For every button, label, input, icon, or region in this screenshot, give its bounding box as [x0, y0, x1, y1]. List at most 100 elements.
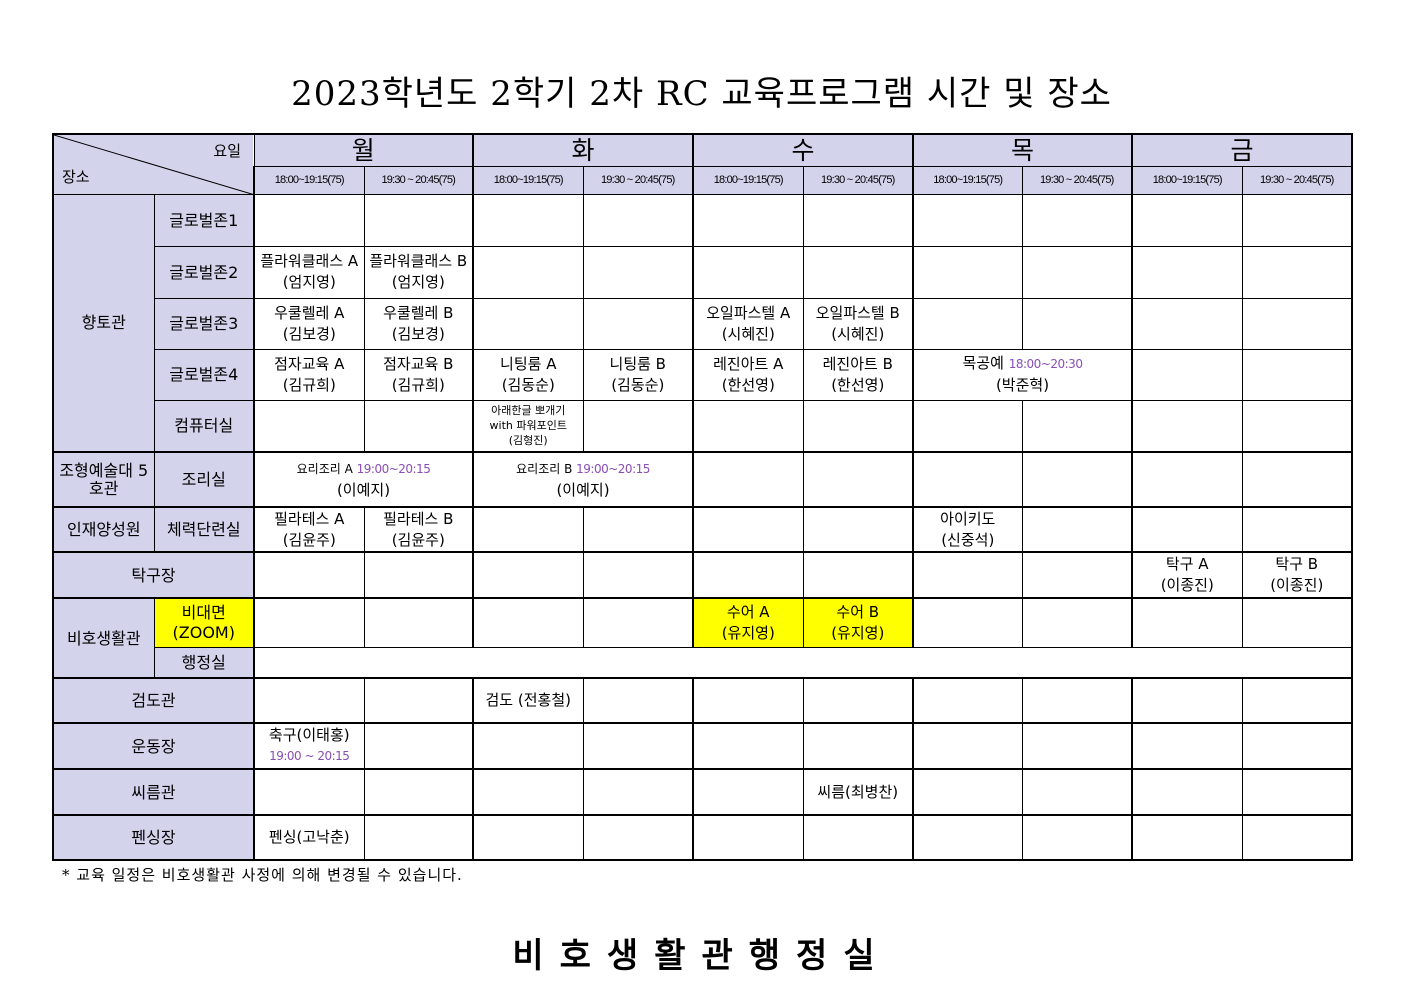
schedule-cell — [253, 399, 365, 453]
schedule-cell — [582, 551, 694, 599]
schedule-cell — [912, 722, 1023, 770]
schedule-cell — [802, 506, 914, 553]
program-name: 축구(이태홍) — [268, 726, 350, 744]
schedule-cell — [692, 399, 804, 453]
schedule-cell — [1131, 814, 1243, 861]
note: * 교육 일정은 비호생활관 사정에 의해 변경될 수 있습니다. — [62, 866, 463, 884]
program-line: 우쿨렐레 A — [256, 303, 363, 324]
program-name: 펜싱(고낙춘) — [268, 828, 350, 846]
schedule-cell — [1021, 814, 1133, 861]
table-row: 운동장 축구(이태홍) 19:00 ~ 20:15 — [52, 722, 1353, 770]
schedule-cell — [912, 551, 1023, 599]
table-row: 비호생활관 비대면 (ZOOM) 수어 A (유지영) 수어 B (유지영) — [52, 597, 1353, 679]
schedule-cell — [582, 506, 694, 553]
schedule-cell — [802, 551, 914, 599]
table-row: 향토관 글로벌존1 — [52, 193, 1353, 453]
schedule-cell — [1131, 722, 1243, 770]
schedule-cell — [802, 245, 914, 299]
time-slot: 19:30 ~ 20:45(75) — [582, 165, 694, 195]
schedule-cell — [253, 551, 365, 599]
room-cell: 글로벌존1 — [153, 193, 255, 247]
program-line: 레진아트 B — [804, 354, 912, 375]
room-cell: 체력단련실 — [153, 506, 255, 553]
program-name: 요리조리 A — [296, 461, 353, 476]
schedule-cell: 필라테스 B (김윤주) — [363, 506, 474, 553]
schedule-cell — [912, 451, 1023, 508]
time-slot: 19:30 ~ 20:45(75) — [802, 165, 914, 195]
schedule-cell — [1021, 722, 1133, 770]
schedule-cell — [1021, 193, 1133, 247]
schedule-table: 요일 장소 월 화 수 목 금 18:00~19:15(75) 19:30 ~ 2… — [52, 133, 1353, 861]
building-cell: 비호생활관 — [52, 597, 155, 679]
instructor: (김규희) — [391, 375, 445, 394]
instructor: (김형진) — [508, 434, 548, 448]
schedule-cell — [1131, 399, 1243, 453]
schedule-cell — [1131, 677, 1243, 724]
program-line: 플라워클래스 B — [365, 251, 472, 272]
schedule-cell: 수어 B (유지영) — [802, 597, 914, 648]
schedule-cell — [912, 814, 1023, 861]
building-cell: 향토관 — [52, 193, 155, 453]
schedule-cell — [1241, 677, 1353, 724]
schedule-cell — [1021, 551, 1133, 599]
footer-office: 비호생활관행정실 — [512, 936, 891, 976]
program-line: 씨름(최병찬) — [804, 782, 912, 803]
schedule-cell — [692, 245, 804, 299]
schedule-cell: 목공예 18:00~20:30 (박준혁) — [912, 348, 1133, 401]
program-name: 점자교육 B — [383, 354, 454, 373]
schedule-cell — [912, 245, 1023, 299]
program-time: 19:00~20:15 — [356, 461, 431, 476]
diagonal-line — [54, 135, 251, 193]
schedule-cell: 아이키도 (신중석) — [912, 506, 1023, 553]
schedule-cell — [1241, 399, 1353, 453]
schedule-cell — [582, 677, 694, 724]
schedule-cell: 오일파스텔 A (시혜진) — [692, 297, 804, 350]
schedule-cell — [472, 551, 584, 599]
time-slot: 19:30 ~ 20:45(75) — [1021, 165, 1133, 195]
program-line: 요리조리 B 19:00~20:15 — [475, 459, 692, 480]
program-time: 19:00 ~ 20:15 — [269, 749, 350, 763]
schedule-cell — [1131, 193, 1243, 247]
instructor: (한선영) — [831, 375, 885, 394]
instructor: (시혜진) — [721, 324, 775, 343]
program-name: 오일파스텔 A — [706, 303, 791, 322]
day-label: 요일 — [213, 142, 241, 160]
schedule-cell — [802, 451, 914, 508]
program-line: 탁구 B — [1243, 554, 1351, 575]
instructor: (엄지영) — [282, 273, 336, 291]
schedule-cell — [1241, 768, 1353, 816]
schedule-cell — [912, 677, 1023, 724]
schedule-cell — [472, 597, 584, 648]
table-row: 조형예술대 5호관 조리실 요리조리 A 19:00~20:15 (이예지) 요리조리 … — [52, 451, 1353, 508]
day-fri: 금 — [1131, 133, 1353, 167]
program-name: 검도 (전홍철) — [485, 691, 571, 709]
schedule-cell — [802, 722, 914, 770]
schedule-cell — [692, 551, 804, 599]
table-row: 인재양성원 체력단련실 필라테스 A (김윤주) 필라테스 B (김윤주) 아이키도 (신중석… — [52, 506, 1353, 553]
table-row: 씨름관 씨름(최병찬) — [52, 768, 1353, 816]
schedule-cell — [1241, 597, 1353, 648]
schedule-cell: 요리조리 A 19:00~20:15 (이예지) — [253, 451, 474, 508]
instructor: (박준혁) — [995, 376, 1050, 394]
schedule-cell — [912, 399, 1023, 453]
program-line: 점자교육 B — [365, 354, 472, 375]
program-name-line2: with 파워포인트 — [489, 419, 567, 433]
program-line: 수어 B — [804, 602, 912, 623]
schedule-cell — [802, 814, 914, 861]
time-slot: 18:00~19:15(75) — [253, 165, 365, 195]
program-line: 점자교육 A — [256, 354, 363, 375]
table-row: 컴퓨터실 아래한글 뽀개기 with 파워포인트 (김형진) — [53, 399, 1353, 453]
time-slot: 18:00~19:15(75) — [912, 165, 1023, 195]
schedule-cell — [1131, 451, 1243, 508]
schedule-cell: 필라테스 A (김윤주) — [253, 506, 365, 553]
schedule-cell — [1021, 677, 1133, 724]
program-line: 레진아트 A — [695, 354, 802, 375]
program-line: 오일파스텔 A — [695, 303, 802, 324]
instructor: (이종진) — [1160, 576, 1214, 594]
instructor: (김동순) — [501, 375, 555, 394]
building-cell: 검도관 — [52, 677, 255, 724]
program-name: 씨름(최병찬) — [817, 782, 899, 801]
schedule-cell — [363, 814, 474, 861]
program-name: 레진아트 B — [822, 354, 893, 373]
schedule-cell — [692, 451, 804, 508]
